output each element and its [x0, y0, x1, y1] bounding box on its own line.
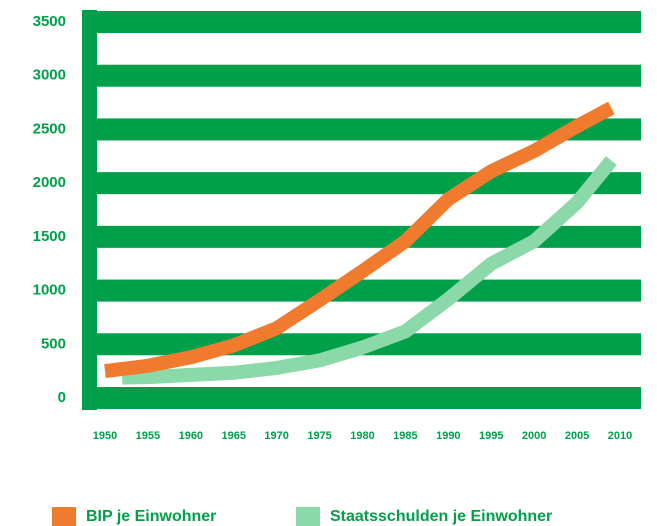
x-tick-label: 1960	[179, 430, 203, 442]
line-series	[122, 156, 617, 385]
y-axis-bar	[82, 10, 97, 410]
grid-band	[82, 118, 641, 141]
y-tick-label: 3000	[33, 67, 66, 84]
legend-swatch	[296, 507, 320, 526]
x-tick-label: 1980	[350, 430, 374, 442]
legend-label: BIP je Einwohner	[86, 508, 216, 525]
y-tick-label: 0	[58, 389, 66, 406]
x-tick-label: 1975	[307, 430, 331, 442]
grid-band	[82, 279, 641, 302]
x-tick-label: 1965	[222, 430, 246, 442]
y-tick-label: 2000	[33, 174, 66, 191]
grid-band	[82, 172, 641, 195]
x-tick-label: 1955	[136, 430, 160, 442]
y-tick-label: 3500	[33, 13, 66, 30]
grid-band	[82, 225, 641, 248]
x-tick-label: 2000	[522, 430, 546, 442]
x-tick-label: 1995	[479, 430, 503, 442]
x-tick-label: 1950	[93, 430, 117, 442]
x-tick-label: 2010	[608, 430, 632, 442]
x-tick-label: 1985	[393, 430, 417, 442]
y-tick-label: 500	[41, 335, 66, 352]
y-tick-label: 2500	[33, 120, 66, 137]
line-series	[104, 101, 615, 379]
y-tick-label: 1000	[33, 282, 66, 299]
grid-band	[82, 387, 641, 409]
y-tick-label: 1500	[33, 228, 66, 245]
legend-swatch	[52, 507, 76, 526]
grid-band	[82, 11, 641, 33]
legend-label: Staatsschulden je Einwohner	[330, 508, 552, 525]
grid-band	[82, 64, 641, 87]
x-tick-label: 1970	[264, 430, 288, 442]
x-tick-label: 1990	[436, 430, 460, 442]
x-tick-label: 2005	[565, 430, 589, 442]
